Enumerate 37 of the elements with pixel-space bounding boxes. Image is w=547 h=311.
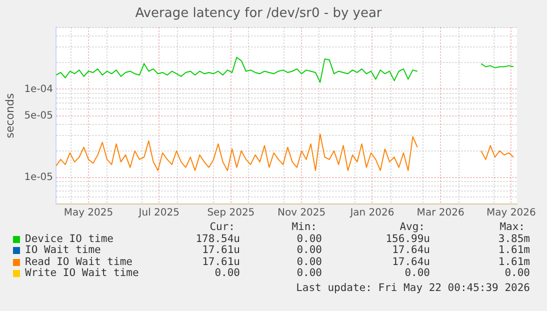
- text: Cur:: [208, 221, 235, 234]
- x-tick-label: Sep 2025: [207, 208, 255, 219]
- text: Max:: [498, 221, 525, 234]
- text: 0.00: [214, 267, 240, 280]
- y-tick-label: 1e-05: [24, 172, 54, 184]
- text: 0.00: [296, 256, 322, 268]
- x-tick-label: Mar 2026: [416, 208, 464, 219]
- text: 0.00: [296, 267, 322, 280]
- legend-label: Write IO Wait time: [25, 267, 139, 280]
- y-tick-label: 1e-04: [24, 84, 54, 95]
- x-tick-label: May 2026: [486, 208, 536, 219]
- text: 3.85m: [497, 232, 530, 245]
- text: 17.61u: [201, 256, 240, 268]
- x-tick-label: Jan 2026: [349, 208, 394, 219]
- text: 17.64u: [391, 256, 430, 268]
- text: 0.00: [504, 267, 530, 280]
- text: 1.61m: [497, 244, 530, 256]
- chart-title: Average latency for /dev/sr0 - by year: [135, 6, 382, 22]
- x-tick-label: Jul 2025: [138, 208, 180, 219]
- x-tick-label: May 2025: [64, 208, 114, 219]
- text: 178.54u: [194, 232, 240, 245]
- legend-label: Device IO time: [25, 232, 114, 245]
- legend-label: IO Wait time: [25, 244, 101, 256]
- text: 1.61m: [497, 256, 530, 268]
- text: 17.64u: [391, 244, 430, 256]
- x-tick-label: Nov 2025: [278, 208, 326, 219]
- y-axis-title: seconds: [3, 93, 16, 138]
- text: 17.61u: [201, 244, 240, 256]
- text: 0.00: [296, 232, 322, 245]
- text: 156.99u: [384, 232, 430, 245]
- legend-label: Read IO Wait time: [25, 256, 132, 268]
- text: Last update: Fri May 22 00:45:39 2026: [296, 282, 530, 294]
- text: 0.00: [296, 244, 322, 256]
- text: Avg:: [398, 221, 425, 234]
- text: 0.00: [404, 267, 430, 280]
- y-tick-label: 5e-05: [24, 110, 54, 122]
- text: Min:: [290, 221, 317, 234]
